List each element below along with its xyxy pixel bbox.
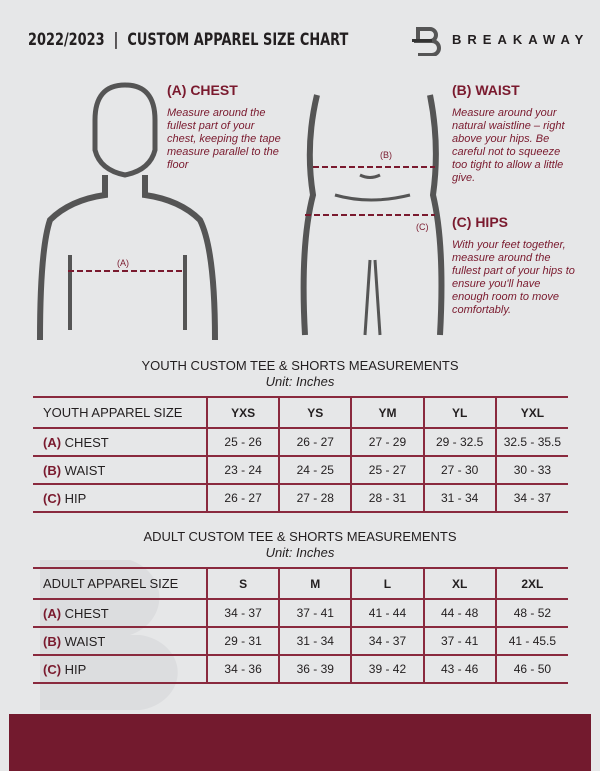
table-cell: 34 - 36 bbox=[205, 655, 280, 684]
table-cell: 34 - 37 bbox=[494, 484, 568, 513]
size-header: L bbox=[350, 568, 424, 600]
footer-banner bbox=[9, 714, 591, 771]
table-header-row: YOUTH APPAREL SIZE YXS YS YM YL YXL bbox=[33, 397, 568, 429]
table-cell: 30 - 33 bbox=[494, 456, 568, 485]
size-header: S bbox=[205, 568, 280, 600]
youth-heading: YOUTH CUSTOM TEE & SHORTS MEASUREMENTS bbox=[141, 358, 459, 373]
measure-name: WAIST bbox=[64, 633, 106, 649]
breakaway-logo-icon bbox=[412, 27, 441, 56]
table-cell: 24 - 25 bbox=[278, 456, 352, 485]
size-header: YM bbox=[350, 397, 424, 429]
measure-name: CHEST bbox=[64, 434, 109, 450]
table-cell: 31 - 34 bbox=[422, 484, 496, 513]
waist-marker: (B) bbox=[380, 150, 392, 160]
waist-description: Measure around your natural waistline – … bbox=[452, 107, 565, 184]
table-row: (A) CHEST 25 - 26 26 - 27 27 - 29 29 - 32.5 3… bbox=[33, 428, 568, 457]
table-cell: 29 - 32.5 bbox=[422, 428, 496, 457]
lower-body-illustration-icon bbox=[300, 94, 445, 336]
size-header: YXS bbox=[205, 397, 280, 429]
table-cell: 37 - 41 bbox=[422, 627, 496, 656]
size-label: ADULT APPAREL SIZE bbox=[33, 568, 207, 600]
chest-description: Measure around the fullest part of your … bbox=[167, 107, 281, 171]
measure-name: HIP bbox=[64, 490, 87, 506]
table-cell: 26 - 27 bbox=[205, 484, 280, 513]
measure-code: (C) bbox=[43, 661, 62, 677]
chest-heading: (A) CHEST bbox=[167, 82, 238, 98]
table-header-row: ADULT APPAREL SIZE S M L XL 2XL bbox=[33, 568, 568, 600]
hips-heading: (C) HIPS bbox=[452, 214, 508, 230]
table-row: (B) WAIST 29 - 31 31 - 34 34 - 37 37 - 41 41 … bbox=[33, 627, 568, 656]
table-cell: 31 - 34 bbox=[278, 627, 352, 656]
table-cell: 48 - 52 bbox=[494, 599, 568, 628]
table-cell: 25 - 26 bbox=[205, 428, 280, 457]
adult-heading: ADULT CUSTOM TEE & SHORTS MEASUREMENTS bbox=[143, 529, 457, 544]
size-header: 2XL bbox=[494, 568, 568, 600]
waist-heading: (B) WAIST bbox=[452, 82, 520, 98]
table-cell: 26 - 27 bbox=[278, 428, 352, 457]
measure-code: (B) bbox=[43, 633, 62, 649]
table-cell: 29 - 31 bbox=[205, 627, 280, 656]
size-header: XL bbox=[422, 568, 496, 600]
table-row: (B) WAIST 23 - 24 24 - 25 25 - 27 27 - 30 30 … bbox=[33, 456, 568, 485]
measure-label: (A) CHEST bbox=[33, 428, 207, 457]
chest-marker: (A) bbox=[117, 258, 129, 268]
hips-description: With your feet together, measure around … bbox=[452, 239, 575, 316]
table-cell: 27 - 30 bbox=[422, 456, 496, 485]
measure-label: (C) HIP bbox=[33, 484, 207, 513]
size-header: M bbox=[278, 568, 352, 600]
table-cell: 23 - 24 bbox=[205, 456, 280, 485]
measure-label: (B) WAIST bbox=[33, 456, 207, 485]
table-cell: 28 - 31 bbox=[350, 484, 424, 513]
table-cell: 44 - 48 bbox=[422, 599, 496, 628]
youth-unit: Unit: Inches bbox=[265, 374, 335, 389]
table-cell: 46 - 50 bbox=[494, 655, 568, 684]
adult-unit: Unit: Inches bbox=[265, 545, 335, 560]
table-cell: 25 - 27 bbox=[350, 456, 424, 485]
hips-marker: (C) bbox=[416, 222, 429, 232]
measure-label: (C) HIP bbox=[33, 655, 207, 684]
adult-size-table: ADULT APPAREL SIZE S M L XL 2XL (A) CHEST 34 - … bbox=[33, 567, 568, 684]
measure-name: HIP bbox=[64, 661, 87, 677]
size-header: YL bbox=[422, 397, 496, 429]
size-label: YOUTH APPAREL SIZE bbox=[33, 397, 207, 429]
table-cell: 41 - 44 bbox=[350, 599, 424, 628]
table-cell: 27 - 29 bbox=[350, 428, 424, 457]
table-row: (C) HIP 34 - 36 36 - 39 39 - 42 43 - 46 46 - … bbox=[33, 655, 568, 684]
table-cell: 34 - 37 bbox=[205, 599, 280, 628]
measure-name: WAIST bbox=[64, 462, 106, 478]
table-row: (A) CHEST 34 - 37 37 - 41 41 - 44 44 - 48 48 … bbox=[33, 599, 568, 628]
table-cell: 39 - 42 bbox=[350, 655, 424, 684]
measure-label: (B) WAIST bbox=[33, 627, 207, 656]
table-cell: 27 - 28 bbox=[278, 484, 352, 513]
measure-code: (A) bbox=[43, 434, 62, 450]
table-cell: 41 - 45.5 bbox=[494, 627, 568, 656]
table-row: (C) HIP 26 - 27 27 - 28 28 - 31 31 - 34 34 - … bbox=[33, 484, 568, 513]
adult-section-heading: ADULT CUSTOM TEE & SHORTS MEASUREMENTS Un… bbox=[0, 529, 600, 561]
measure-code: (C) bbox=[43, 490, 62, 506]
youth-section-heading: YOUTH CUSTOM TEE & SHORTS MEASUREMENTS Un… bbox=[0, 358, 600, 390]
brand-name: BREAKAWAY bbox=[452, 32, 590, 47]
youth-size-table: YOUTH APPAREL SIZE YXS YS YM YL YXL (A) CHEST 2… bbox=[33, 396, 568, 513]
measure-label: (A) CHEST bbox=[33, 599, 207, 628]
size-header: YS bbox=[278, 397, 352, 429]
measure-code: (B) bbox=[43, 462, 62, 478]
measure-code: (A) bbox=[43, 605, 62, 621]
page-title: 2022/2023 | CUSTOM APPAREL SIZE CHART bbox=[28, 30, 349, 50]
table-cell: 37 - 41 bbox=[278, 599, 352, 628]
size-header: YXL bbox=[494, 397, 568, 429]
measure-name: CHEST bbox=[64, 605, 109, 621]
upper-body-illustration-icon bbox=[37, 82, 218, 340]
table-cell: 34 - 37 bbox=[350, 627, 424, 656]
table-cell: 43 - 46 bbox=[422, 655, 496, 684]
table-cell: 36 - 39 bbox=[278, 655, 352, 684]
table-cell: 32.5 - 35.5 bbox=[494, 428, 568, 457]
